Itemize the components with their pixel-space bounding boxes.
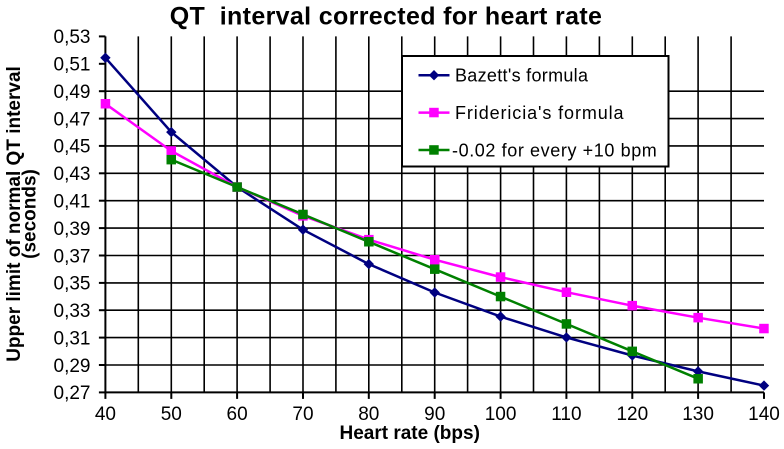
svg-text:90: 90 — [424, 404, 445, 425]
svg-text:0,37: 0,37 — [54, 246, 91, 267]
svg-text:0,41: 0,41 — [54, 192, 91, 213]
svg-text:Heart rate (bps): Heart rate (bps) — [339, 423, 479, 444]
svg-text:0,47: 0,47 — [54, 109, 91, 130]
svg-text:0,53: 0,53 — [54, 27, 91, 48]
svg-text:0,35: 0,35 — [54, 274, 91, 295]
svg-text:Fridericia's formula: Fridericia's formula — [455, 103, 625, 123]
svg-text:0,45: 0,45 — [54, 137, 91, 158]
svg-text:50: 50 — [161, 404, 182, 425]
svg-text:140: 140 — [748, 404, 780, 425]
svg-text:0,43: 0,43 — [54, 164, 91, 185]
svg-text:70: 70 — [292, 404, 313, 425]
svg-text:0,51: 0,51 — [54, 55, 91, 76]
svg-text:0,31: 0,31 — [54, 328, 91, 349]
svg-text:130: 130 — [682, 404, 714, 425]
svg-text:100: 100 — [485, 404, 517, 425]
svg-text:40: 40 — [95, 404, 116, 425]
svg-text:QT interval corrected for hea: QT interval corrected for heart rate — [170, 3, 603, 31]
svg-text:-0.02 for every +10 bpm: -0.02 for every +10 bpm — [452, 140, 657, 160]
svg-text:Upper limit of normal QT inter: Upper limit of normal QT interval — [4, 66, 25, 362]
svg-text:0,39: 0,39 — [54, 219, 91, 240]
svg-text:0,27: 0,27 — [54, 383, 91, 404]
svg-text:(seconds): (seconds) — [20, 169, 41, 259]
svg-text:60: 60 — [227, 404, 248, 425]
svg-text:Bazett's formula: Bazett's formula — [455, 66, 589, 86]
svg-text:110: 110 — [551, 404, 581, 425]
svg-text:0,29: 0,29 — [54, 356, 91, 377]
svg-text:0,33: 0,33 — [54, 301, 91, 322]
svg-text:120: 120 — [616, 404, 648, 425]
svg-text:80: 80 — [358, 404, 379, 425]
svg-text:0,49: 0,49 — [54, 82, 91, 103]
